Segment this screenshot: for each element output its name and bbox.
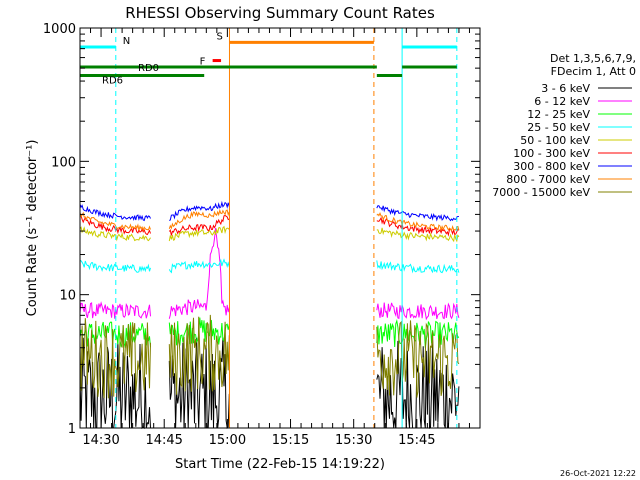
legend-label: 25 - 50 keV bbox=[527, 121, 590, 134]
series-line bbox=[168, 258, 230, 274]
series-line bbox=[376, 216, 460, 237]
x-tick-label: 14:45 bbox=[145, 433, 182, 448]
flag-label-n: N bbox=[123, 36, 130, 47]
series-line bbox=[169, 200, 230, 221]
x-tick-label: 15:45 bbox=[398, 433, 435, 448]
series-line bbox=[168, 314, 230, 395]
x-tick-label: 15:00 bbox=[209, 433, 246, 448]
legend-header: FDecim 1, Att 0 bbox=[551, 65, 636, 78]
series-line bbox=[168, 225, 230, 242]
y-tick-label: 10 bbox=[59, 289, 76, 304]
series-300-800-kev bbox=[79, 200, 459, 222]
series-line bbox=[79, 318, 151, 399]
series-line bbox=[376, 260, 460, 274]
x-tick-label: 14:30 bbox=[82, 433, 119, 448]
series-line bbox=[376, 302, 460, 321]
series-line bbox=[168, 214, 230, 236]
timestamp: 26-Oct-2021 12:22 bbox=[560, 469, 636, 478]
legend-label: 12 - 25 keV bbox=[527, 108, 590, 121]
series-line bbox=[376, 205, 459, 222]
y-axis-label: Count Rate (s⁻¹ detector⁻¹) bbox=[25, 140, 40, 317]
legend-label: 7000 - 15000 keV bbox=[492, 186, 590, 199]
legend-label: 800 - 7000 keV bbox=[506, 173, 590, 186]
y-tick-label: 1000 bbox=[43, 22, 76, 37]
chart-title: RHESSI Observing Summary Count Rates bbox=[125, 4, 435, 22]
x-axis-label: Start Time (22-Feb-15 14:19:22) bbox=[175, 457, 385, 472]
legend-label: 300 - 800 keV bbox=[513, 160, 590, 173]
flag-label-rd6: RD6 bbox=[102, 76, 123, 87]
series-7000-15000-kev bbox=[79, 314, 460, 399]
legend-header: Det 1,3,5,6,7,9, bbox=[550, 52, 636, 65]
series-6-12-kev bbox=[79, 227, 460, 321]
x-tick-label: 15:30 bbox=[335, 433, 372, 448]
series-line bbox=[79, 260, 151, 273]
y-tick-label: 1 bbox=[68, 422, 76, 437]
series-800-7000-kev bbox=[79, 208, 460, 232]
series-line bbox=[79, 321, 151, 348]
y-tick-label: 100 bbox=[51, 155, 76, 170]
series-line bbox=[376, 320, 460, 398]
legend-label: 3 - 6 keV bbox=[541, 82, 590, 95]
series-line bbox=[168, 227, 230, 319]
series-line bbox=[168, 337, 230, 430]
legend-label: 6 - 12 keV bbox=[534, 95, 590, 108]
series-line bbox=[168, 208, 230, 230]
series-line bbox=[79, 211, 151, 232]
series-line bbox=[376, 212, 460, 232]
series-line bbox=[79, 226, 151, 242]
legend-label: 50 - 100 keV bbox=[520, 134, 590, 147]
legend-label: 100 - 300 keV bbox=[513, 147, 590, 160]
series-50-100-kev bbox=[79, 225, 460, 243]
series-line bbox=[79, 301, 151, 319]
series-25-50-kev bbox=[79, 258, 460, 274]
series-line bbox=[79, 337, 151, 430]
series-line bbox=[376, 319, 460, 348]
series-line bbox=[79, 204, 151, 222]
series-line bbox=[376, 227, 460, 243]
x-tick-label: 15:15 bbox=[272, 433, 309, 448]
flag-label-rd0: RD0 bbox=[138, 63, 159, 74]
flag-label-s: S bbox=[216, 31, 222, 42]
flag-label-f: F bbox=[200, 57, 206, 68]
